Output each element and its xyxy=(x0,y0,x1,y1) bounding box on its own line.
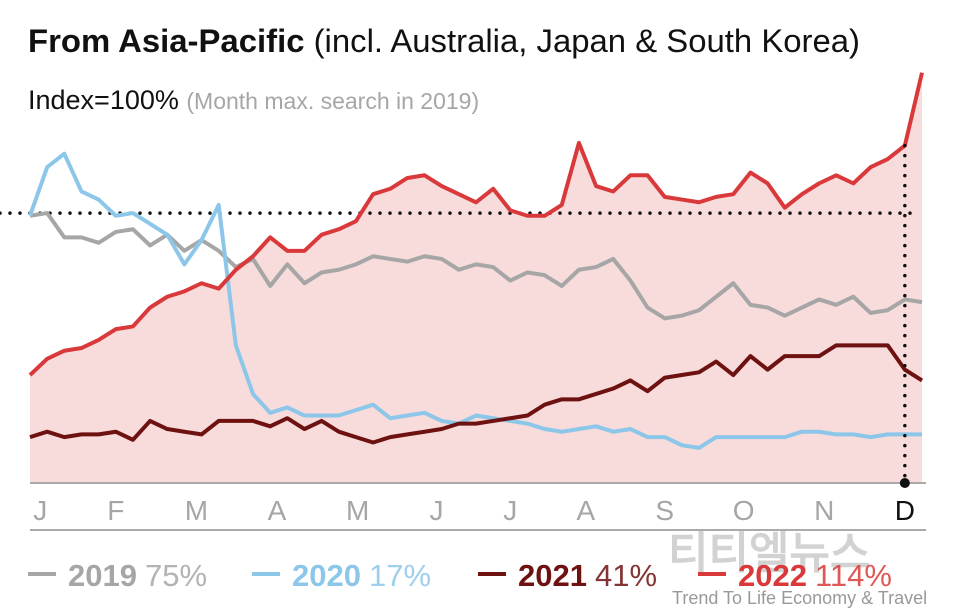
legend-entry: 2021 41% xyxy=(518,558,657,593)
title-main: From Asia-Pacific xyxy=(28,23,304,59)
legend-entry: 2019 75% xyxy=(68,558,207,593)
legend-value: 41% xyxy=(595,558,657,593)
legend-name: 2019 xyxy=(68,558,137,593)
x-tick-label: A xyxy=(576,495,595,526)
x-tick-label: D xyxy=(895,495,915,526)
subtitle: Index=100% (Month max. search in 2019) xyxy=(28,85,479,115)
title-rest: (incl. Australia, Japan & South Korea) xyxy=(314,23,860,59)
legend-name: 2020 xyxy=(292,558,361,593)
x-tick-label: J xyxy=(503,495,517,526)
legend-name: 2021 xyxy=(518,558,587,593)
legend-value: 17% xyxy=(369,558,431,593)
legend-name: 2022 xyxy=(738,558,807,593)
subtitle-rest: (Month max. search in 2019) xyxy=(186,88,479,114)
watermark-name: 티티엘뉴스 xyxy=(668,529,870,578)
x-tick-label: M xyxy=(185,495,208,526)
legend-entry: 2020 17% xyxy=(292,558,431,593)
x-tick-label: J xyxy=(33,495,47,526)
line xyxy=(28,151,922,450)
subtitle-main: Index=100% xyxy=(28,85,179,115)
x-tick-label: M xyxy=(346,495,369,526)
x-tick-label: O xyxy=(733,495,755,526)
current-marker-dot xyxy=(899,478,910,488)
line xyxy=(29,343,924,445)
x-tick-label: F xyxy=(107,495,124,526)
area xyxy=(30,72,922,484)
x-tick-label: J xyxy=(430,495,444,526)
legend-value: 114% xyxy=(815,558,892,593)
x-tick-label: S xyxy=(655,495,674,526)
watermark-tagline: Trend To Life Economy & Travel xyxy=(672,588,927,608)
legend-value: 75% xyxy=(145,558,207,593)
x-tick-label: A xyxy=(268,495,287,526)
line xyxy=(28,72,924,377)
x-tick-label: N xyxy=(814,495,834,526)
chart-title: From Asia-Pacific (incl. Australia, Japa… xyxy=(28,23,860,59)
line xyxy=(29,211,923,321)
legend-entry: 2022 114% xyxy=(738,558,892,593)
